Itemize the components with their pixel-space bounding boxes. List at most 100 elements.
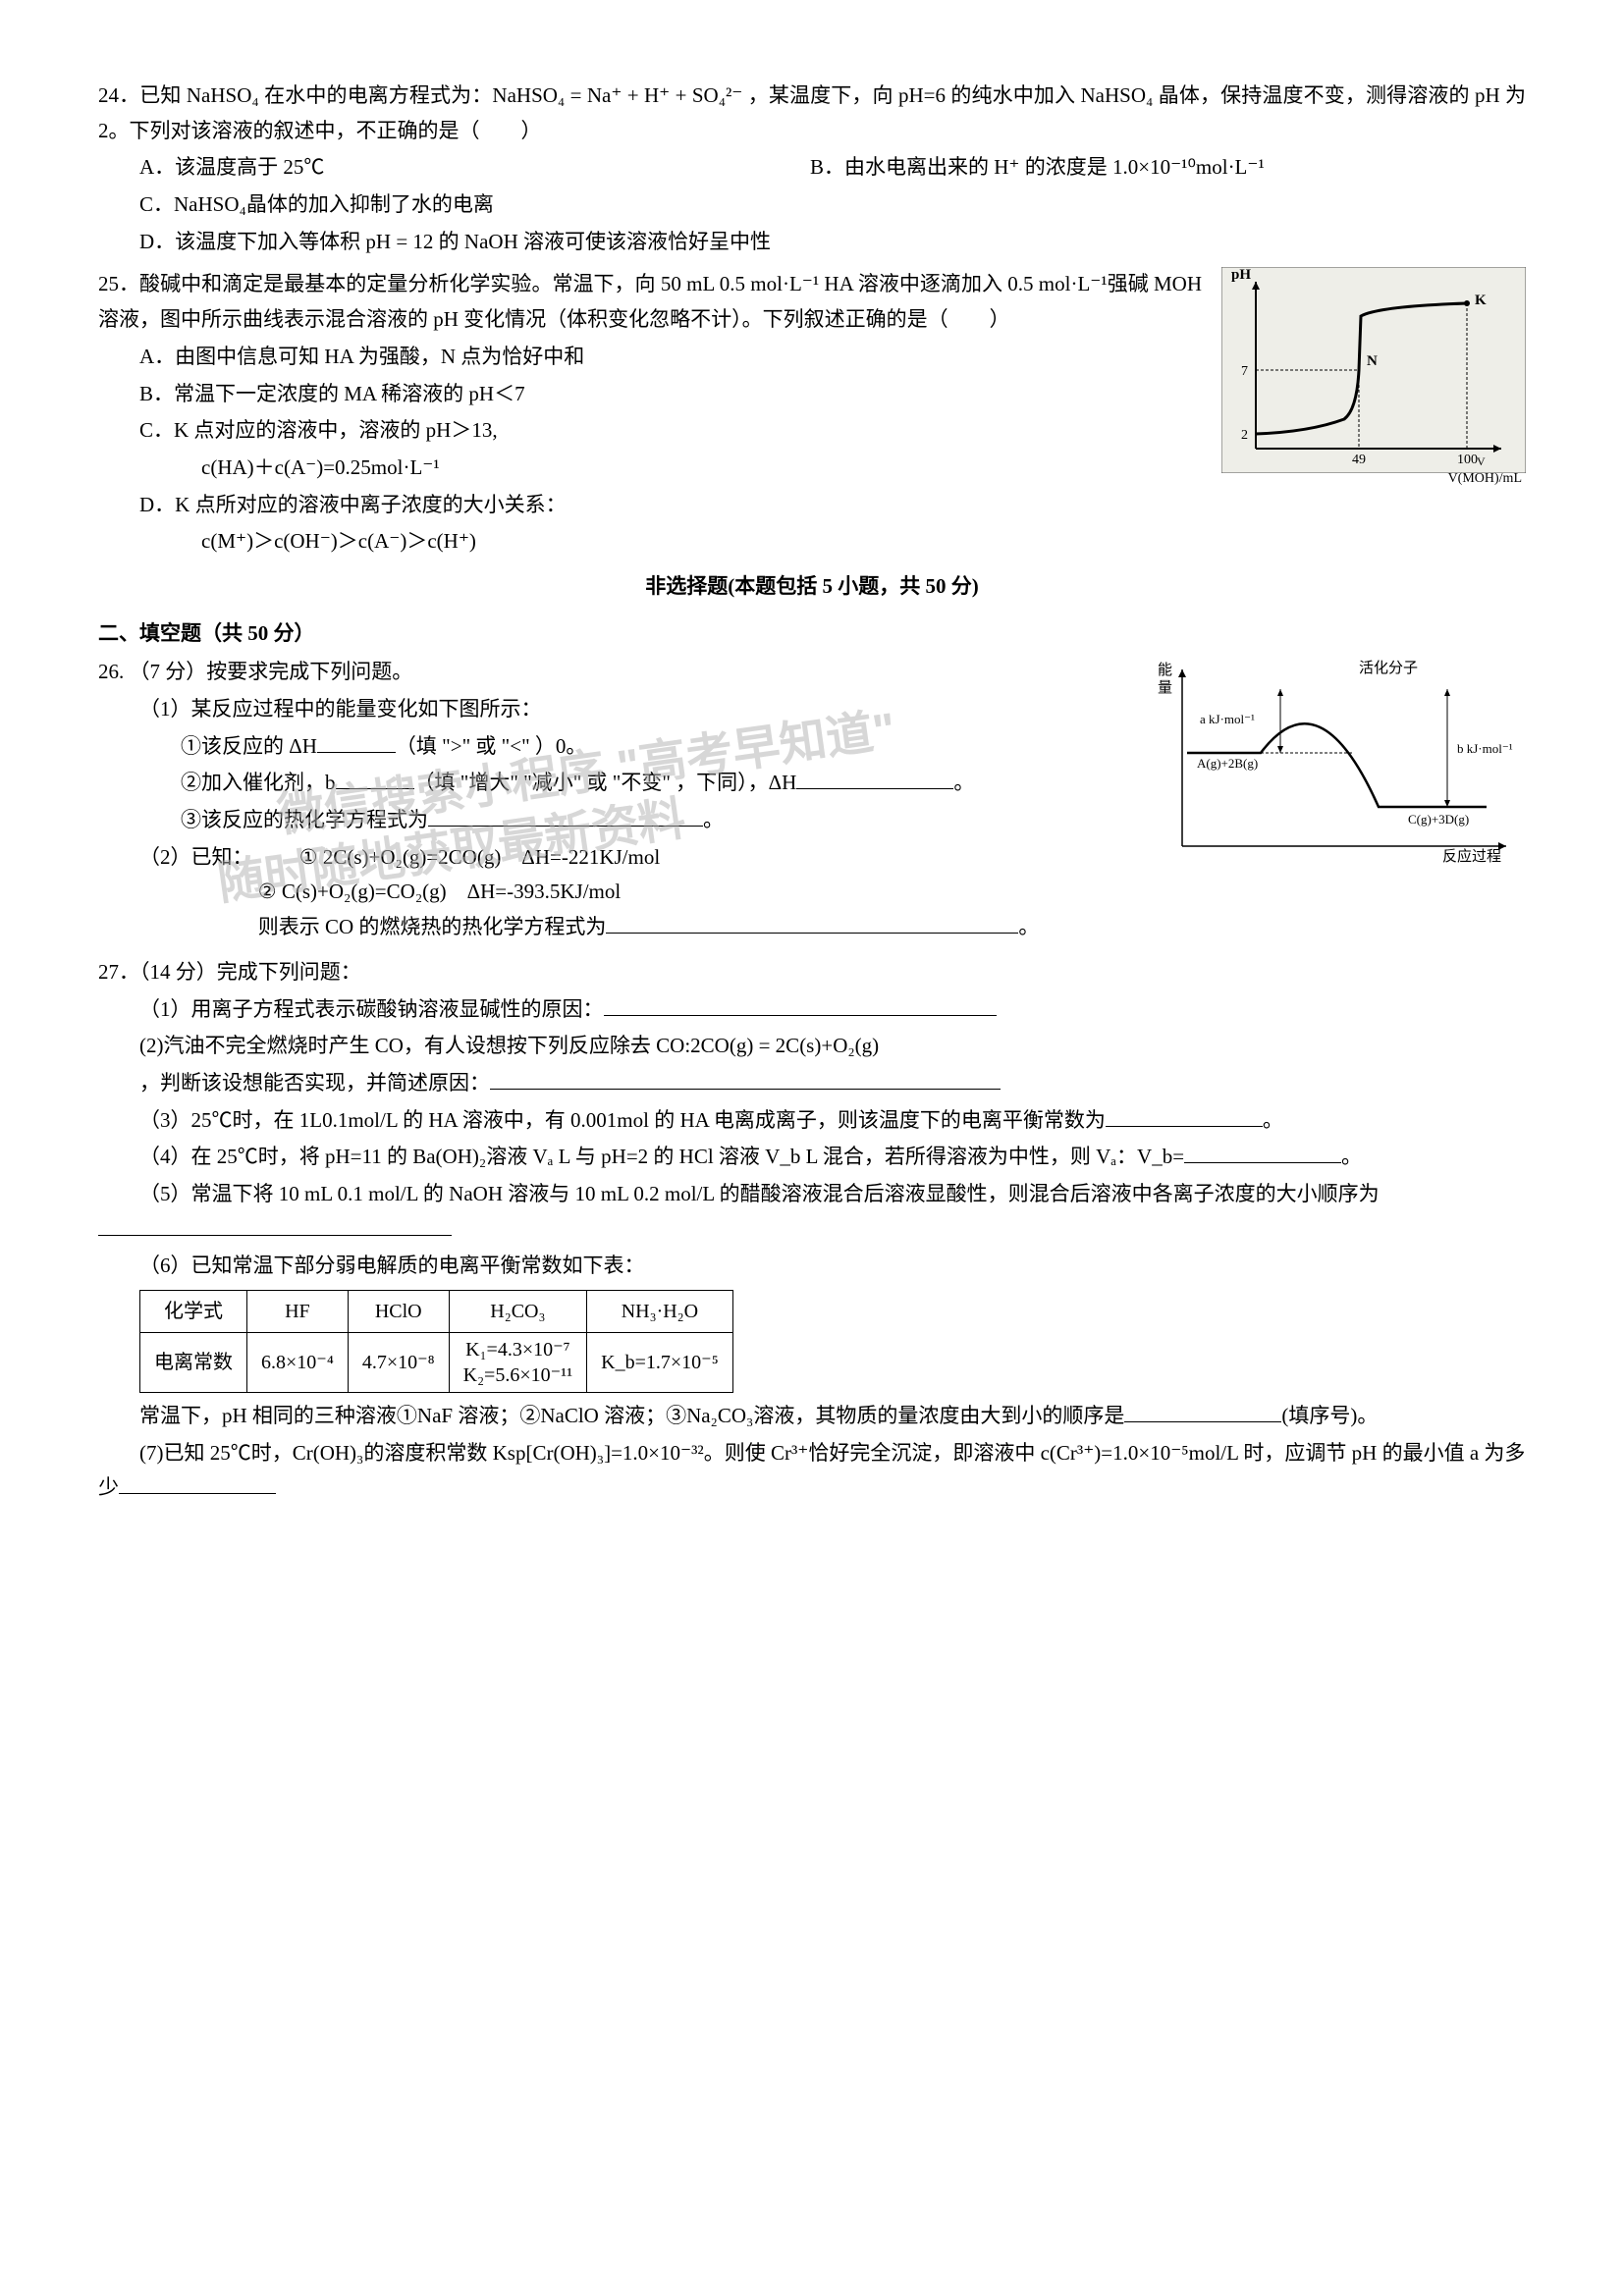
q26-p1c-tail: 。 [703,808,724,831]
q27-p2eq: CO:2CO(g) = 2C(s)+O₂(g) [656,1034,879,1057]
q25-opt-d: D．K 点所对应的溶液中离子浓度的大小关系： [139,488,1526,523]
q25-ph-curve-graph: pH 7 2 49 100 N K V [1221,267,1526,473]
val-h2co3-k2: K₂=5.6×10⁻¹¹ [463,1364,573,1386]
q24-opt-a: A．该温度高于 25℃ [139,150,805,186]
q27-p2a: (2)汽油不完全燃烧时产生 CO，有人设想按下列反应除去 [139,1034,651,1057]
q27-p6b-row: 常温下，pH 相同的三种溶液①NaF 溶液；②NaClO 溶液；③Na₂CO₃溶… [98,1399,1526,1434]
q26-p1a-tail: （填 ">" 或 "<" ）0。 [396,734,586,758]
q25-ytick-2: 2 [1241,428,1248,443]
blank-fill[interactable] [98,1213,452,1236]
q27-p2b-row: ，判断该设想能否实现，并简述原因： [98,1066,1526,1101]
th-nh3: NH₃·H₂O [587,1291,733,1333]
val-h2co3: K₁=4.3×10⁻⁷ K₂=5.6×10⁻¹¹ [449,1333,587,1393]
q24-opt-d: D．该温度下加入等体积 pH = 12 的 NaOH 溶液可使该溶液恰好呈中性 [139,225,1526,260]
question-27: 27．（14 分）完成下列问题： （1）用离子方程式表示碳酸钠溶液显碱性的原因：… [98,955,1526,1506]
section2-sub: 二、填空题（共 50 分） [98,616,1526,652]
blank-fill[interactable] [796,767,953,789]
val-h2co3-k1: K₁=4.3×10⁻⁷ [465,1339,570,1361]
q27-p3: （3）25℃时，在 1L0.1mol/L 的 HA 溶液中，有 0.001mol… [139,1108,1106,1132]
q26-energy-diagram: 能 量 反应过程 活化分子 a kJ·mol⁻¹ A(g)+2B(g) b kJ… [1153,655,1526,871]
th-hclo: HClO [348,1291,449,1333]
question-24: 24．已知 NaHSO₄ 在水中的电离方程式为：NaHSO₄ = Na⁺ + H… [98,79,1526,259]
q26-ylabel-2: 量 [1158,680,1172,696]
q24-opt-c: C．NaHSO₄晶体的加入抑制了水的电离 [139,187,1526,223]
q24-text: 已知 NaHSO₄ 在水中的电离方程式为：NaHSO₄ = Na⁺ + H⁺ +… [98,83,1526,142]
question-26: 微信搜索小程序 "高考早知道" 随时随地获取最新资料 能 量 反应过程 活化分子… [98,655,1526,947]
th-h2co3: H₂CO₃ [449,1291,587,1333]
q26-b-label: b kJ·mol⁻¹ [1457,741,1513,756]
q27-number: 27． [98,960,139,984]
q24-options: A．该温度高于 25℃ B．由水电离出来的 H⁺ 的浓度是 1.0×10⁻¹⁰m… [98,150,1526,259]
blank-fill[interactable] [428,804,703,827]
blank-fill[interactable] [317,730,396,753]
question-25: pH 7 2 49 100 N K V V(MOH)/mL 25．酸碱中和滴定是… [98,267,1526,560]
q26-p2-pre: （2）已知： [139,845,253,869]
q26-p1b-mid: （填 "增大" "减小" 或 "不变" ，下同），ΔH [414,771,797,794]
q26-energy-diagram-container: 能 量 反应过程 活化分子 a kJ·mol⁻¹ A(g)+2B(g) b kJ… [1153,655,1526,882]
q24-stem: 24．已知 NaHSO₄ 在水中的电离方程式为：NaHSO₄ = Na⁺ + H… [98,79,1526,148]
q26-p2-tail: 。 [1018,915,1039,938]
row-label: 电离常数 [140,1333,247,1393]
val-hf: 6.8×10⁻⁴ [247,1333,349,1393]
q26-eq2: ② C(s)+O₂(g)=CO₂(g) ΔH=-393.5KJ/mol [258,880,621,903]
q26-p1c: ③该反应的热化学方程式为 [181,808,428,831]
q26-p1b: ②加入催化剂，b [181,771,336,794]
q25-point-k: K [1475,293,1487,308]
blank-fill[interactable] [604,992,997,1015]
blank-fill[interactable] [336,767,414,789]
q27-p6b: 常温下，pH 相同的三种溶液①NaF 溶液；②NaClO 溶液；③Na₂CO₃溶… [139,1404,1124,1427]
q25-ytick-7: 7 [1241,364,1248,379]
q25-opt-d2: c(M⁺)＞c(OH⁻)＞c(A⁻)＞c(H⁺) [139,524,1526,560]
blank-fill[interactable] [119,1471,276,1494]
q27-p3-row: （3）25℃时，在 1L0.1mol/L 的 HA 溶液中，有 0.001mol… [98,1103,1526,1139]
blank-fill[interactable] [1106,1103,1263,1126]
q26-left-species: A(g)+2B(g) [1197,756,1258,771]
q27-p1-row: （1）用离子方程式表示碳酸钠溶液显碱性的原因： [98,992,1526,1028]
q26-p2-end: 则表示 CO 的燃烧热的热化学方程式为 [258,915,607,938]
q25-graph-container: pH 7 2 49 100 N K V V(MOH)/mL [1221,267,1526,490]
table-header-row: 化学式 HF HClO H₂CO₃ NH₃·H₂O [140,1291,733,1333]
q26-ylabel-1: 能 [1158,662,1172,678]
q26-text: （7 分）按要求完成下列问题。 [130,660,413,683]
q24-opt-b: B．由水电离出来的 H⁺ 的浓度是 1.0×10⁻¹⁰mol·L⁻¹ [810,150,1265,186]
q27-p7-row: (7)已知 25℃时，Cr(OH)₃的溶度积常数 Ksp[Cr(OH)₃]=1.… [98,1436,1526,1506]
q27-p4-row: （4）在 25℃时，将 pH=11 的 Ba(OH)₂溶液 Vₐ L 与 pH=… [98,1140,1526,1175]
q24-opt-a-row: A．该温度高于 25℃ B．由水电离出来的 H⁺ 的浓度是 1.0×10⁻¹⁰m… [139,150,1526,186]
section2-header: 非选择题(本题包括 5 小题，共 50 分) [98,569,1526,605]
blank-fill[interactable] [1124,1400,1281,1422]
blank-fill[interactable] [606,911,1018,934]
q25-text: 酸碱中和滴定是最基本的定量分析化学实验。常温下，向 50 mL 0.5 mol·… [98,272,1202,331]
q27-p6: （6）已知常温下部分弱电解质的电离平衡常数如下表： [98,1249,1526,1284]
q26-number: 26. [98,660,124,683]
q24-number: 24． [98,83,139,107]
q25-number: 25． [98,272,139,295]
q27-stem: （14 分）完成下列问题： [139,960,361,984]
q26-a-label: a kJ·mol⁻¹ [1200,712,1255,726]
q26-top-label: 活化分子 [1359,660,1418,676]
q27-p3-tail: 。 [1263,1108,1283,1132]
th-formula: 化学式 [140,1291,247,1333]
q27-p5-row: （5）常温下将 10 mL 0.1 mol/L 的 NaOH 溶液与 10 mL… [98,1177,1526,1247]
q26-xlabel: 反应过程 [1442,847,1501,865]
q27-p4: （4）在 25℃时，将 pH=11 的 Ba(OH)₂溶液 Vₐ L 与 pH=… [139,1145,1184,1168]
q27-p4-tail: 。 [1341,1145,1362,1168]
q27-p6b-tail: (填序号)。 [1281,1404,1378,1427]
q25-y-label: pH [1231,267,1251,283]
q25-xtick-100: 100 [1457,453,1478,467]
q27-p2-row: (2)汽油不完全燃烧时产生 CO，有人设想按下列反应除去 CO:2CO(g) =… [98,1029,1526,1064]
th-hf: HF [247,1291,349,1333]
table-value-row: 电离常数 6.8×10⁻⁴ 4.7×10⁻⁸ K₁=4.3×10⁻⁷ K₂=5.… [140,1333,733,1393]
q27-stem-line: 27．（14 分）完成下列问题： [98,955,1526,990]
q27-p1: （1）用离子方程式表示碳酸钠溶液显碱性的原因： [139,997,604,1021]
q27-p7: (7)已知 25℃时，Cr(OH)₃的溶度积常数 Ksp[Cr(OH)₃]=1.… [98,1441,1525,1500]
q26-right-species: C(g)+3D(g) [1408,812,1469,827]
q27-p5: （5）常温下将 10 mL 0.1 mol/L 的 NaOH 溶液与 10 mL… [139,1182,1380,1205]
q26-p1a: ①该反应的 ΔH [181,734,317,758]
q26-eq1: ① 2C(s)+O₂(g)=2CO(g) ΔH=-221KJ/mol [299,845,660,869]
val-hclo: 4.7×10⁻⁸ [348,1333,449,1393]
q25-xtick-49: 49 [1352,453,1366,467]
q27-p2b: ，判断该设想能否实现，并简述原因： [139,1071,490,1095]
blank-fill[interactable] [1184,1141,1341,1163]
blank-fill[interactable] [490,1067,1001,1090]
q26-p1b-tail: 。 [953,771,974,794]
